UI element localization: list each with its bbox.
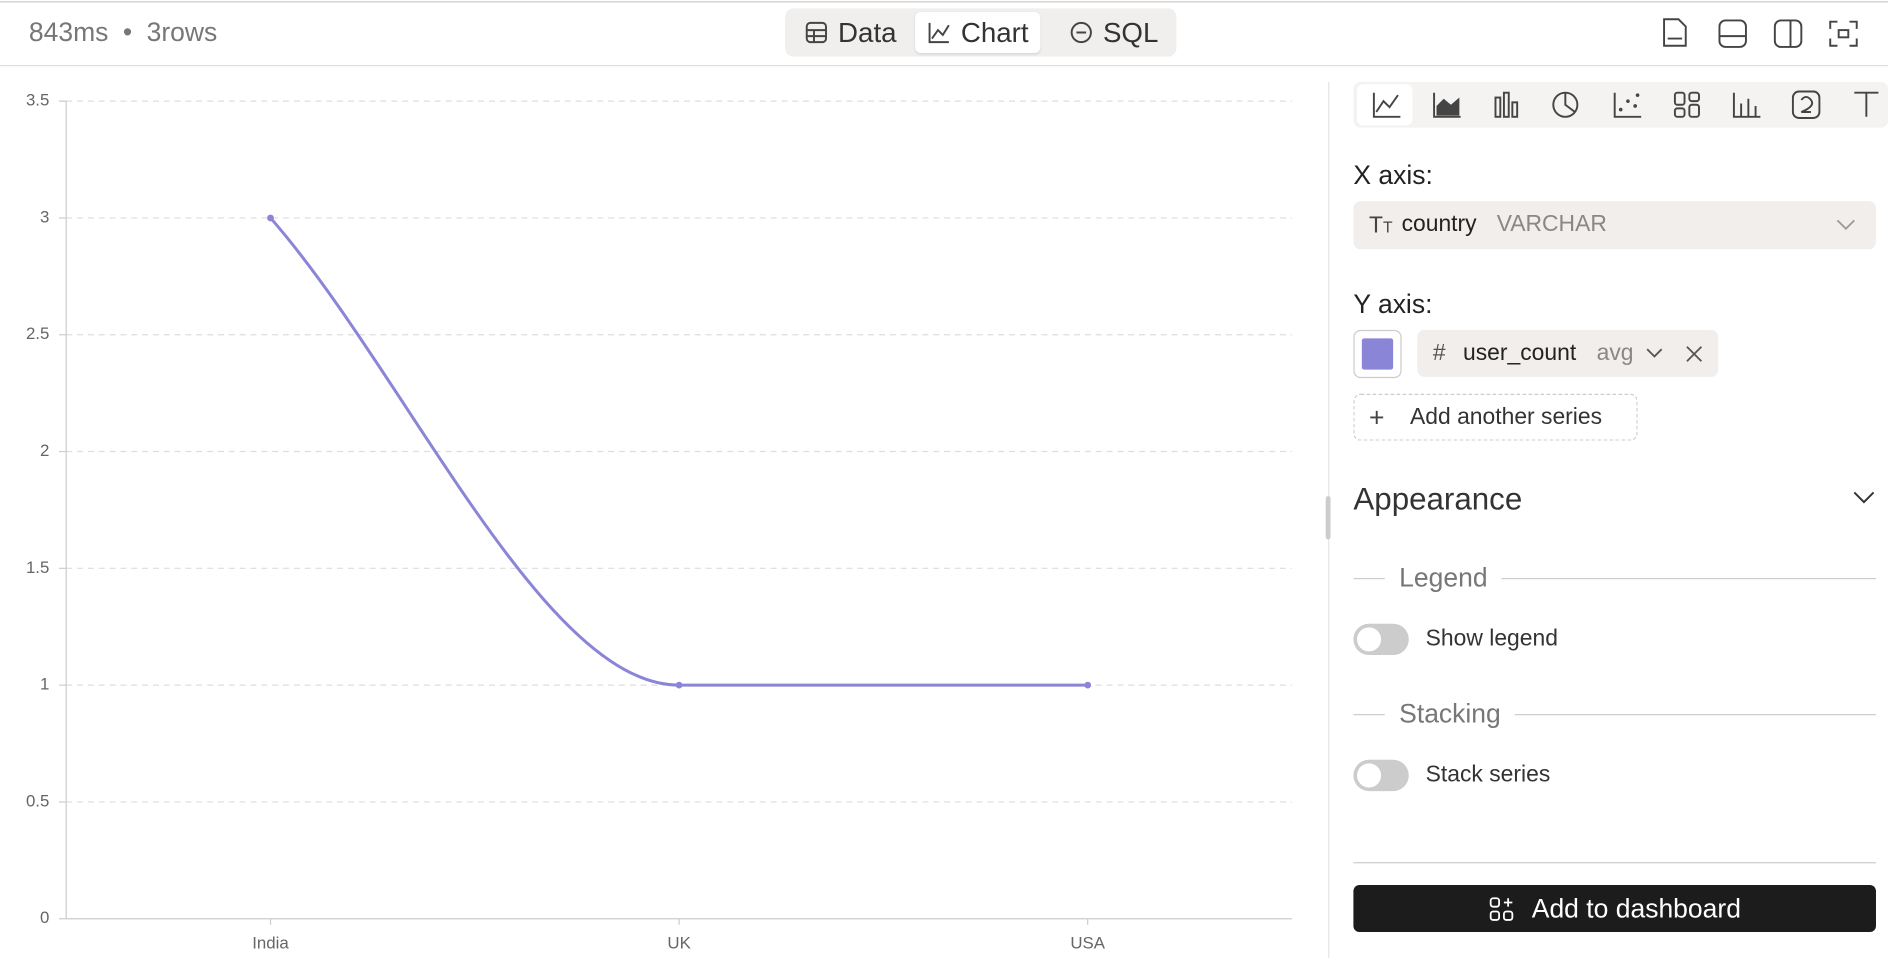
chevron <box>1853 491 1875 504</box>
y-tick-label: 0 <box>40 908 49 927</box>
y-tick-label: 3 <box>40 207 49 226</box>
type-number[interactable] <box>1791 90 1821 119</box>
point <box>1084 681 1092 689</box>
type-combo[interactable] <box>1732 92 1761 118</box>
type-bar[interactable] <box>1494 91 1519 118</box>
x-tick-label: UK <box>667 933 691 952</box>
y-agg: avg <box>1596 340 1634 367</box>
tab-data[interactable]: Data <box>792 12 908 53</box>
top-border <box>0 1 1888 3</box>
series-line <box>269 216 1088 687</box>
view-actions <box>1663 18 1858 48</box>
type-area[interactable] <box>1433 92 1461 118</box>
add-series-label: Add another series <box>1410 404 1603 430</box>
csv-button[interactable] <box>1663 18 1687 47</box>
series-color-button[interactable] <box>1353 329 1402 379</box>
tab-label: SQL <box>1102 16 1159 48</box>
y-tick-label: 2.5 <box>26 324 49 343</box>
chart: 0 0.5 1 1.5 2 2.5 3 3.5 India UK USA <box>26 91 1292 952</box>
y-tick-label: 1 <box>40 675 49 694</box>
resize-handle[interactable] <box>1325 496 1331 540</box>
tab-chart[interactable]: Chart <box>915 12 1041 53</box>
legend-toggle[interactable] <box>1353 623 1409 656</box>
tab-label: Data <box>838 16 897 48</box>
rule <box>1353 577 1876 580</box>
rule <box>1353 714 1876 716</box>
stack-series-label: Stack series <box>1425 762 1551 788</box>
separator: • <box>122 16 133 47</box>
appearance-heading[interactable]: Appearance <box>1353 480 1523 517</box>
y-field-chip[interactable] <box>1417 329 1719 377</box>
add-dashboard-label: Add to dashboard <box>1531 892 1741 923</box>
type-scatter[interactable] <box>1613 92 1642 118</box>
x-tick-label: USA <box>1070 933 1105 952</box>
x-field: country <box>1401 211 1477 238</box>
x-axis-label: X axis: <box>1353 160 1433 191</box>
type-line[interactable] <box>1372 92 1401 118</box>
y-tick-label: 3.5 <box>26 91 49 110</box>
show-legend-label: Show legend <box>1425 626 1558 652</box>
y-tick-label: 0.5 <box>26 791 49 810</box>
add-series-button[interactable] <box>1353 393 1638 441</box>
stacking-heading: Stacking <box>1384 698 1516 730</box>
y-axis-label: Y axis: <box>1353 288 1433 320</box>
chip-actions <box>1646 346 1703 362</box>
add-dashboard-button[interactable]: Add to dashboard <box>1353 885 1876 932</box>
type-grid[interactable] <box>1673 91 1700 118</box>
layout-side-button[interactable] <box>1773 19 1803 48</box>
tab-sql[interactable]: SQL <box>1057 12 1170 53</box>
toolbar-border <box>0 65 1888 67</box>
status: 843ms • 3rows <box>29 17 217 48</box>
type-pie[interactable] <box>1552 91 1579 118</box>
stack-toggle[interactable] <box>1353 759 1409 792</box>
chevron <box>1836 219 1855 231</box>
type-text[interactable] <box>1854 91 1879 117</box>
point <box>267 214 274 222</box>
tab-label: Chart <box>960 16 1029 48</box>
y-tick-label: 2 <box>40 441 49 460</box>
chart-types <box>1357 84 1879 126</box>
point <box>675 681 683 689</box>
layout-bottom-button[interactable] <box>1718 19 1747 48</box>
y-field: user_count <box>1462 340 1577 367</box>
rule <box>1353 862 1876 864</box>
elapsed: 843ms <box>28 16 109 47</box>
x-field-select[interactable] <box>1353 201 1876 250</box>
x-type: VARCHAR <box>1496 211 1607 238</box>
y-tick-label: 1.5 <box>26 558 49 577</box>
x-tick-label: India <box>252 933 289 952</box>
row-count: 3rows <box>146 16 218 47</box>
legend-heading: Legend <box>1384 562 1503 594</box>
fullscreen-button[interactable] <box>1829 20 1858 47</box>
